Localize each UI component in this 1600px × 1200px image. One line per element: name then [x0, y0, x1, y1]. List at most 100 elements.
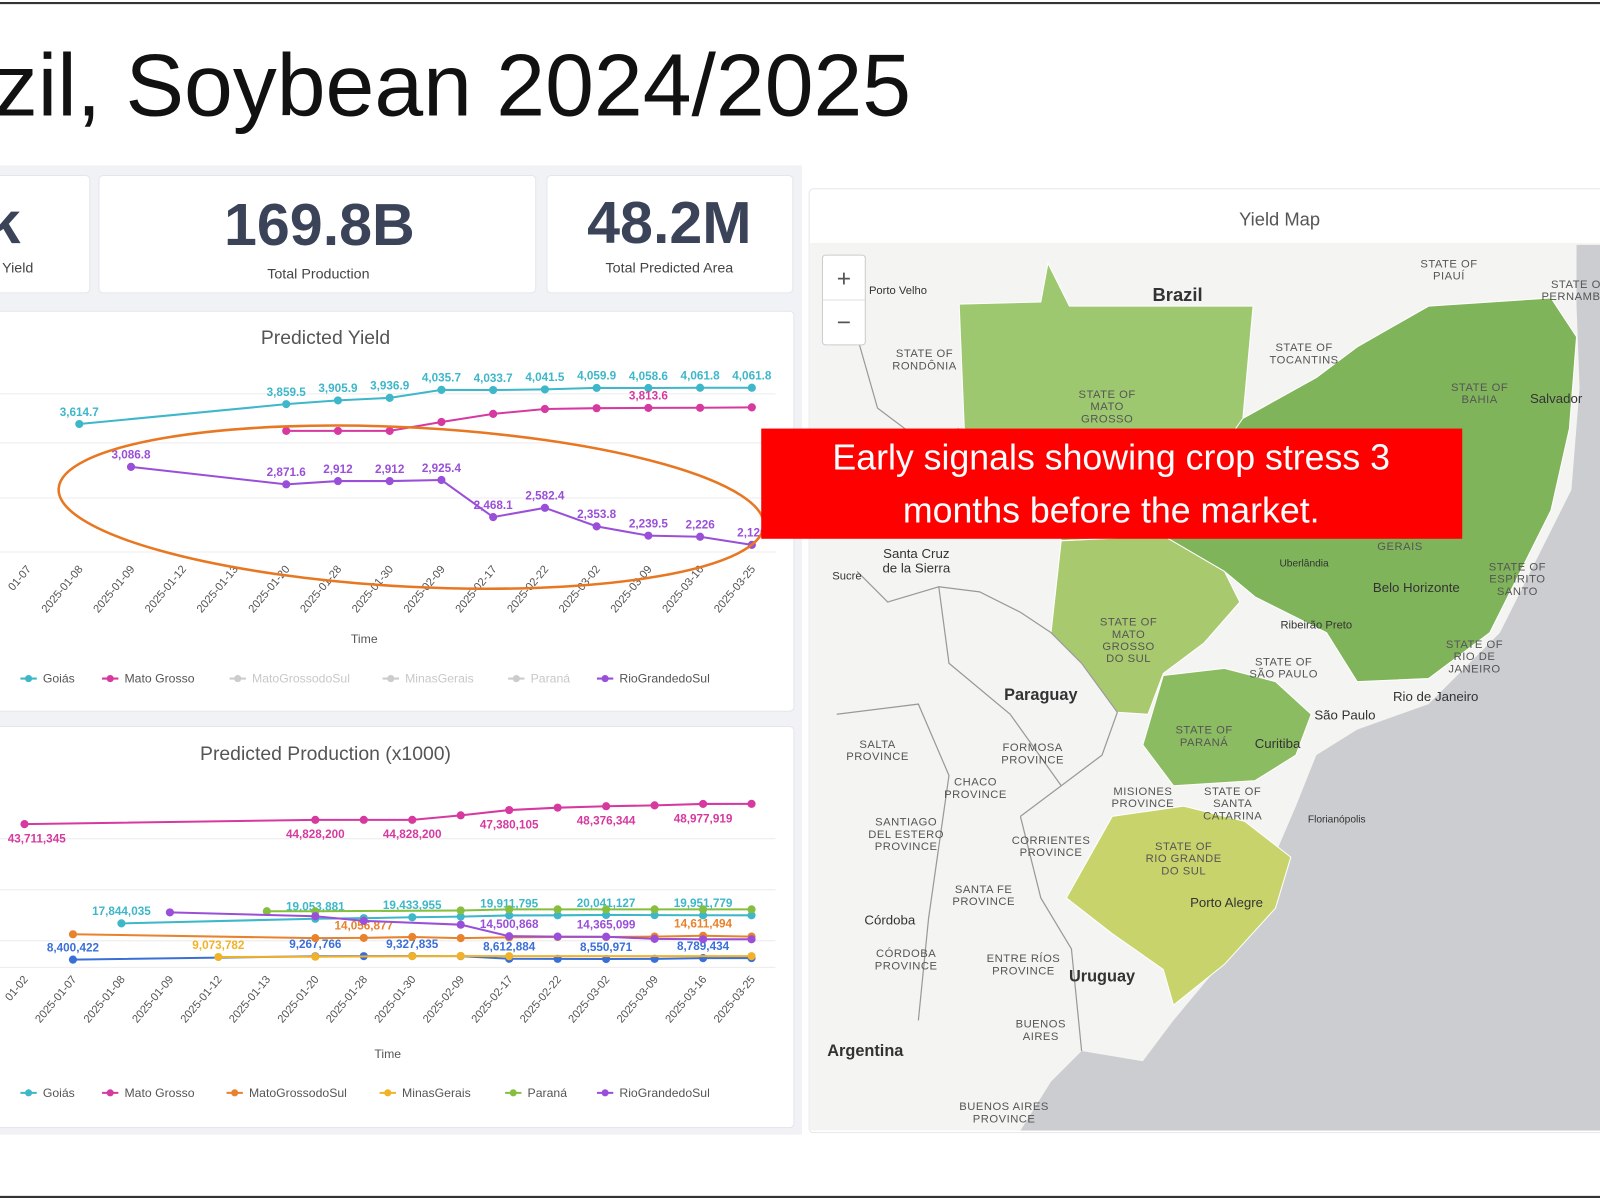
map-label-line: TOCANTINS: [1269, 354, 1338, 366]
map-label-line: JANEIRO: [1448, 663, 1500, 675]
map-label-line: STATE OF: [1204, 786, 1261, 798]
map-label: FORMOSA PROVINCE: [1001, 742, 1064, 766]
map-label-line: CATARINA: [1203, 810, 1262, 822]
map-label-line: Rio de Janeiro: [1393, 689, 1478, 704]
data-point: [408, 952, 417, 961]
data-label: 14,611,494: [674, 918, 732, 931]
legend-swatch: [387, 675, 395, 683]
data-point: [505, 952, 514, 961]
data-label: 2,925.4: [422, 462, 462, 475]
data-label: 3,936.9: [370, 380, 410, 393]
legend-label: RioGrandedoSul: [619, 1086, 709, 1100]
data-label: 3,813.6: [629, 390, 669, 403]
map-label-line: STATE OF: [1175, 725, 1232, 737]
data-point: [553, 911, 562, 920]
map-label: CÓRDOBA PROVINCE: [875, 947, 938, 972]
map-label: CORRIENTES PROVINCE: [1012, 835, 1091, 859]
map-label-line: SANTA FE: [955, 884, 1013, 896]
data-point: [650, 905, 659, 914]
map-label-line: STATE OF: [1100, 617, 1157, 629]
data-point: [75, 419, 84, 429]
data-label: 8,550,971: [580, 941, 633, 954]
data-label: 48,376,344: [577, 815, 636, 828]
map-label-line: PROVINCE: [1001, 754, 1064, 766]
data-point: [747, 905, 756, 914]
map-label-line: RIO DE: [1454, 651, 1496, 663]
data-point: [592, 383, 601, 392]
map-label: Argentina: [827, 1042, 904, 1060]
data-label: 3,614.7: [60, 406, 99, 419]
map-label: SANTA FE PROVINCE: [952, 884, 1015, 908]
kpi-card: [0, 175, 91, 294]
data-point: [644, 403, 653, 412]
ocean: [1020, 244, 1600, 1131]
legend-label: MatoGrossodoSul: [252, 672, 350, 686]
map-label-line: DO SUL: [1106, 653, 1151, 665]
map-label: SANTIAGO DEL ESTERO PROVINCE: [868, 817, 944, 853]
legend-label: RioGrandedoSul: [619, 672, 709, 686]
map-label: Ribeirão Preto: [1280, 620, 1352, 632]
chart-card: [0, 310, 795, 712]
data-point: [540, 404, 549, 414]
data-point: [698, 905, 708, 914]
data-label: 8,400,422: [47, 941, 100, 954]
map-label-line: Sucre: [832, 571, 861, 583]
map-label-line: STATE OF: [1155, 841, 1212, 853]
data-point: [262, 907, 271, 916]
data-label: 2,226: [685, 519, 715, 532]
data-point: [385, 393, 394, 402]
map-label-line: BUENOS AIRES: [959, 1101, 1049, 1113]
data-label: 20,041,127: [577, 897, 636, 910]
kpi-label: Total Production: [267, 267, 369, 283]
map-label-line: Porto Velho: [869, 285, 927, 297]
data-point: [68, 930, 78, 939]
map-label: Florianópolis: [1308, 814, 1366, 825]
map-label: ENTRE RÍOS PROVINCE: [987, 952, 1061, 977]
data-point: [68, 955, 78, 964]
data-point: [553, 803, 562, 812]
zoom-out[interactable]: −: [837, 310, 851, 337]
data-label: 44,828,200: [286, 828, 345, 841]
chart-card: [0, 726, 795, 1129]
map-label: Paraguay: [1004, 686, 1077, 704]
map-label-line: Brazil: [1153, 284, 1203, 305]
map-label: STATE OF SÃO PAULO: [1249, 656, 1318, 680]
data-point: [747, 403, 756, 412]
legend-label: MinasGerais: [402, 1086, 471, 1100]
data-label: 14,365,099: [577, 919, 636, 932]
map-label: Curitiba: [1255, 736, 1301, 751]
data-label: 4,061.8: [732, 370, 772, 383]
legend-label: Paraná: [528, 1086, 568, 1100]
map-label-line: Uruguay: [1069, 968, 1135, 986]
data-point: [505, 911, 514, 920]
data-label: 3,086.8: [111, 449, 151, 462]
map-label: STATE OF SANTA CATARINA: [1203, 786, 1262, 822]
map-label-line: CORRIENTES: [1012, 835, 1091, 847]
map-label: São Paulo: [1314, 707, 1375, 722]
data-point: [747, 383, 756, 392]
kpi-value: k: [0, 189, 21, 256]
map-label-line: PROVINCE: [846, 751, 909, 763]
data-point: [311, 952, 320, 961]
map-label: Porto Velho: [869, 285, 927, 297]
chart-title: Predicted Production (x1000): [200, 743, 451, 765]
border: [1019, 816, 1083, 1052]
map-label: Uruguay: [1069, 968, 1135, 986]
zoom-in[interactable]: +: [837, 266, 851, 293]
data-label: 47,380,105: [480, 818, 539, 831]
map-label-line: GERAIS: [1377, 541, 1422, 553]
map-label-line: Porto Alegre: [1190, 895, 1263, 910]
map-label-line: PROVINCE: [973, 1113, 1036, 1125]
legend-label: Goiás: [43, 1086, 75, 1100]
map-label-line: ENTRE RÍOS: [987, 952, 1061, 965]
data-label: 4,061.8: [681, 370, 721, 383]
map-label-line: AIRES: [1023, 1031, 1059, 1043]
borders: [836, 336, 1119, 1052]
map-label-line: STATE OF: [1446, 639, 1503, 651]
map-label-line: BAHIA: [1461, 394, 1497, 406]
data-label: 4,041.5: [525, 371, 565, 384]
border: [856, 570, 1062, 787]
map-label: Belo Horizonte: [1373, 580, 1460, 595]
map-label-line: Ribeirão Preto: [1280, 620, 1352, 632]
